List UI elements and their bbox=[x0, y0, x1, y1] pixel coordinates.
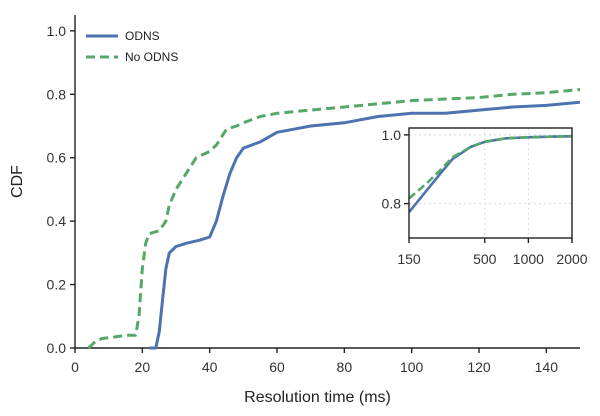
y-tick-label: 0.2 bbox=[47, 277, 67, 293]
x-tick-label: 140 bbox=[535, 359, 559, 375]
inset-series-line-no-odns bbox=[409, 135, 572, 200]
inset-frame bbox=[408, 127, 573, 239]
y-tick-label: 0.4 bbox=[47, 213, 67, 229]
x-tick-label: 60 bbox=[269, 359, 285, 375]
inset-plot: 150 500 1000 2000 0.8 1.0 bbox=[382, 127, 588, 267]
y-tick-label: 0.6 bbox=[47, 150, 67, 166]
inset-x-tick-label: 1000 bbox=[513, 251, 544, 267]
main-plot: 0 20 40 60 80 100 120 140 0.0 0.2 0.4 0.6 0.8 1.0 Reso… bbox=[9, 15, 580, 406]
series-line-no-odns bbox=[87, 88, 580, 350]
series-line-odns bbox=[149, 100, 580, 350]
legend: ODNS No ODNS bbox=[86, 29, 178, 64]
inset-x-tick-label: 2000 bbox=[556, 251, 587, 267]
x-tick-label: 20 bbox=[135, 359, 151, 375]
x-tick-label: 120 bbox=[467, 359, 491, 375]
x-tick-label: 40 bbox=[202, 359, 218, 375]
y-axis-label: CDF bbox=[9, 165, 26, 198]
inset-y-tick-label: 1.0 bbox=[382, 127, 402, 143]
inset-x-tick-label: 150 bbox=[397, 251, 421, 267]
legend-label: ODNS bbox=[125, 29, 160, 43]
y-tick-label: 0.0 bbox=[47, 340, 67, 356]
legend-label: No ODNS bbox=[125, 50, 178, 64]
inset-x-tick-label: 500 bbox=[473, 251, 497, 267]
inset-y-tick-label: 0.8 bbox=[382, 196, 402, 212]
y-tick-label: 1.0 bbox=[47, 23, 67, 39]
inset-background bbox=[409, 128, 572, 238]
x-tick-label: 0 bbox=[71, 359, 79, 375]
x-axis-label: Resolution time (ms) bbox=[244, 389, 391, 406]
y-tick-label: 0.8 bbox=[47, 86, 67, 102]
x-tick-label: 80 bbox=[337, 359, 353, 375]
x-tick-label: 100 bbox=[400, 359, 424, 375]
